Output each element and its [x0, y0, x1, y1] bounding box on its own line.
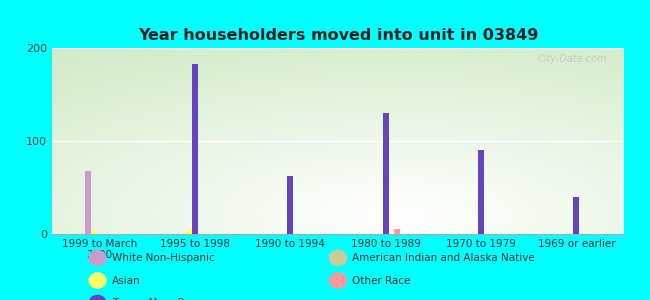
Text: White Non-Hispanic: White Non-Hispanic — [112, 253, 214, 263]
Bar — [395, 229, 400, 234]
Text: American Indian and Alaska Native: American Indian and Alaska Native — [352, 253, 535, 263]
Bar — [573, 197, 579, 234]
Text: City-Data.com: City-Data.com — [537, 54, 607, 64]
Bar — [192, 64, 198, 234]
Bar — [287, 176, 293, 234]
Bar — [91, 231, 97, 234]
Text: Other Race: Other Race — [352, 275, 411, 286]
Bar — [85, 171, 91, 234]
Bar — [383, 113, 389, 234]
Bar — [187, 229, 192, 234]
Text: Two or More Races: Two or More Races — [112, 298, 208, 300]
Bar — [478, 150, 484, 234]
Text: Asian: Asian — [112, 275, 140, 286]
Title: Year householders moved into unit in 03849: Year householders moved into unit in 038… — [138, 28, 538, 43]
